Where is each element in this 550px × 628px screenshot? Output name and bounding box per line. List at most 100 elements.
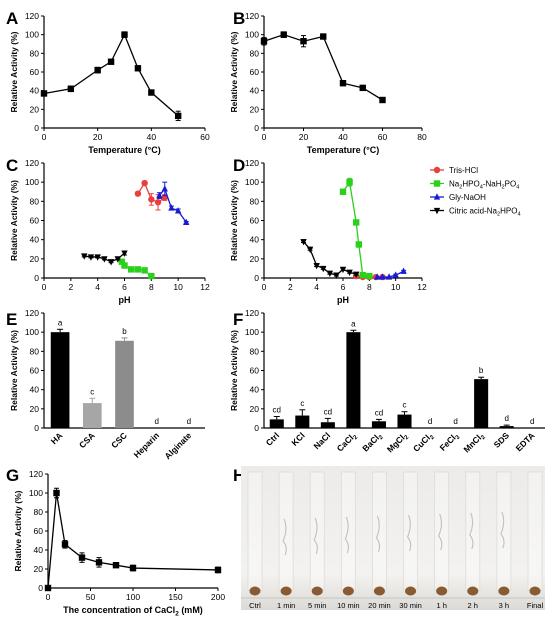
x-tick-label: 0 (42, 132, 47, 142)
x-tick-label: 60 (200, 132, 210, 142)
data-point (300, 38, 307, 45)
x-tick-label: 150 (168, 592, 182, 602)
tube (340, 471, 356, 596)
tube-label: 30 min (399, 601, 422, 610)
legend-label-tail: -NaH (483, 180, 502, 189)
panel-label-b: B (233, 9, 245, 28)
y-tick-label: 40 (250, 235, 260, 245)
x-tick-label: CSA (77, 430, 97, 450)
y-tick-label: 60 (34, 526, 44, 536)
y-tick-label: 120 (25, 158, 39, 168)
x-axis-title-base: The concentration of CaCl (63, 605, 175, 615)
y-tick-label: 0 (254, 423, 259, 433)
x-tick-label: NaCl (312, 430, 333, 451)
series-na2hpo4-nah2po4 (118, 258, 155, 280)
y-tick-label: 40 (250, 86, 260, 96)
y-axis-title: Relative Activity (%) (229, 180, 239, 261)
y-tick-label: 40 (30, 235, 40, 245)
x-tick-label: 100 (126, 592, 140, 602)
series-gly-naoh (374, 267, 407, 280)
data-point (339, 188, 347, 195)
x-tick-label: 0 (262, 132, 267, 142)
y-tick-label: 80 (30, 196, 40, 206)
x-tick-label-base: MgCl (385, 433, 407, 455)
legend-label-sub: 4 (517, 212, 520, 218)
significance-letter: cd (375, 408, 383, 417)
data-point (148, 196, 155, 203)
significance-letter: c (300, 399, 304, 408)
tube-label: 3 h (499, 601, 509, 610)
y-tick-label: 100 (245, 30, 259, 40)
x-tick-label: Alginate (163, 430, 194, 461)
x-tick-label: KCl (289, 430, 306, 447)
tube-label: 10 min (337, 601, 360, 610)
data-point (379, 96, 386, 104)
tube (372, 471, 387, 596)
x-tick-label-base: FeCl (438, 433, 458, 453)
data-point (355, 241, 362, 248)
bar (499, 426, 514, 428)
data-point (87, 254, 95, 261)
x-tick-label-sub: 2 (353, 434, 360, 441)
tube-body (496, 471, 512, 591)
x-tick-label: 6 (122, 282, 127, 292)
significance-letter: d (530, 417, 534, 426)
y-tick-label: 40 (30, 86, 40, 96)
tube-label: Final (527, 601, 544, 610)
chart-c: 0 20 40 60 80 100 120 0 2 4 6 8 10 12 Relative Activit… (9, 158, 210, 305)
data-point (121, 250, 128, 257)
x-tick-label: 0 (46, 592, 51, 602)
data-point (174, 207, 182, 214)
data-point (300, 238, 307, 246)
x-tick-label: 40 (338, 132, 348, 142)
tube-photo: Ctrl 1 min 5 min 10 min 20 min 30 min 1 h 2 h 3 … (241, 466, 545, 610)
y-axis-title: Relative Activity (%) (9, 330, 19, 411)
y-tick-label: 20 (30, 404, 40, 414)
x-tick-label: 10 (391, 282, 401, 292)
panel-label-c: C (6, 156, 18, 175)
data-point (101, 256, 108, 263)
x-tick-label: FeCl3 (438, 430, 462, 454)
legend-label-tail: 4 (516, 185, 519, 191)
y-tick-label: 20 (30, 254, 40, 264)
y-tick-label: 0 (254, 273, 259, 283)
precipitate-streak (438, 513, 443, 551)
x-axis-title: The concentration of CaCl2 (mM) (63, 605, 203, 618)
tube (278, 471, 294, 596)
data-point (134, 190, 142, 197)
x-tick-label: 4 (95, 282, 100, 292)
significance-letter: d (504, 414, 508, 423)
panel-label-e: E (6, 310, 17, 329)
tube (496, 471, 512, 596)
data-point (333, 272, 340, 279)
bar (295, 415, 310, 428)
tube-pellet (373, 586, 385, 596)
y-tick-label: 40 (250, 385, 260, 395)
significance-letter: cd (324, 407, 332, 416)
tube (247, 471, 263, 596)
y-tick-label: 60 (250, 67, 260, 77)
precipitate-streak (344, 516, 350, 554)
bar (82, 403, 102, 428)
x-tick-label: Heparin (132, 430, 161, 459)
precipitate-streak (406, 514, 412, 552)
x-tick-label: 8 (149, 282, 154, 292)
tube-pellet (436, 586, 448, 596)
significance-letter: c (403, 401, 407, 410)
y-tick-label: 60 (30, 67, 40, 77)
bar (269, 419, 284, 428)
bar (320, 422, 335, 428)
y-tick-label: 80 (250, 48, 260, 58)
x-tick-label: MnCl2 (461, 430, 487, 456)
x-tick-label: 0 (42, 282, 47, 292)
y-tick-label: 100 (25, 177, 39, 187)
data-point (392, 271, 399, 278)
tube (434, 471, 450, 596)
significance-letter: b (122, 327, 127, 336)
data-point (174, 112, 182, 120)
x-tick-label: 6 (341, 282, 346, 292)
data-point (44, 584, 52, 592)
data-point (118, 258, 126, 265)
